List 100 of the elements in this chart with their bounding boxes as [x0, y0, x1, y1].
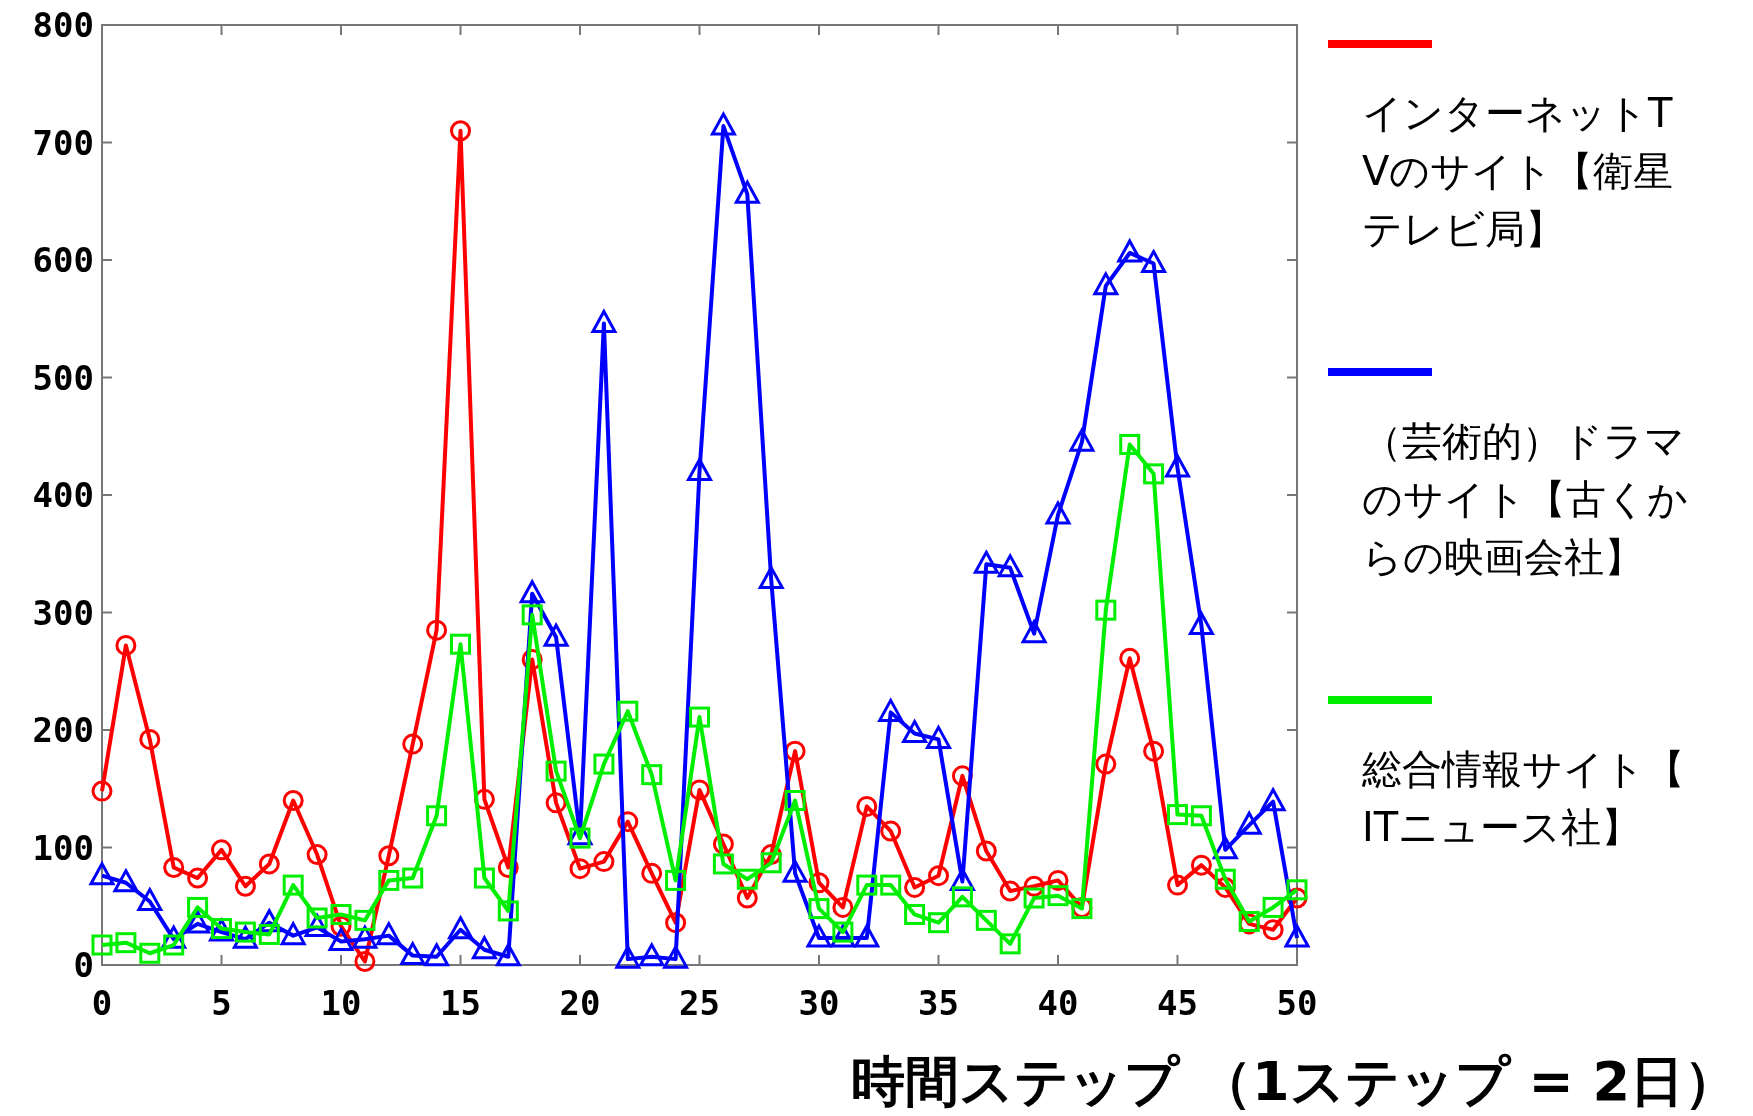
point [591, 309, 617, 333]
point [450, 633, 471, 655]
point [1093, 272, 1119, 296]
point [471, 936, 497, 960]
point [880, 820, 902, 842]
point [975, 909, 997, 931]
point [400, 942, 426, 966]
point [1143, 463, 1165, 485]
point [856, 874, 878, 896]
y-tick-label: 100 [32, 827, 94, 868]
point [1165, 454, 1190, 478]
point [139, 728, 161, 750]
point [902, 720, 928, 744]
point [617, 700, 639, 722]
y-tick-label: 500 [32, 357, 94, 398]
point [545, 792, 567, 814]
point [593, 753, 615, 775]
point [328, 928, 354, 951]
point [999, 933, 1021, 955]
point [402, 733, 424, 755]
x-tick-label: 15 [440, 983, 481, 1023]
point [426, 619, 448, 641]
x-tick-label: 20 [559, 983, 601, 1023]
point [736, 868, 758, 890]
point [543, 623, 569, 647]
point [1214, 868, 1236, 890]
point [521, 604, 543, 626]
point [234, 875, 256, 897]
point [1047, 885, 1069, 907]
point [1236, 811, 1262, 835]
point [928, 912, 949, 934]
point [806, 924, 832, 948]
point [187, 896, 209, 918]
point [473, 867, 495, 889]
point [1286, 879, 1308, 901]
point [1021, 620, 1047, 644]
point [760, 852, 782, 874]
y-tick-label: 400 [32, 475, 94, 515]
legend-label: インターネットTVのサイト【衛星テレビ局】 [1362, 89, 1675, 254]
point [211, 839, 232, 861]
point [280, 922, 306, 946]
y-tick-label: 200 [32, 710, 94, 750]
y-tick-label: 0 [73, 945, 94, 985]
point [951, 886, 973, 908]
point [258, 853, 280, 875]
point [497, 900, 519, 922]
y-tick-label: 800 [32, 5, 94, 45]
point [139, 942, 161, 964]
point [784, 790, 806, 811]
point [545, 760, 567, 782]
point [663, 945, 689, 969]
point [1023, 887, 1045, 909]
y-tick-label: 300 [32, 592, 94, 633]
point [689, 779, 710, 801]
x-axis-title: 時間ステップ （1ステップ = 2日） [851, 1050, 1738, 1113]
y-tick-label: 700 [32, 122, 94, 163]
point [282, 874, 304, 896]
point [424, 943, 450, 967]
point [808, 898, 830, 920]
point [1188, 611, 1214, 635]
point [880, 874, 902, 896]
point [376, 922, 402, 946]
x-tick-label: 35 [918, 983, 959, 1023]
point [1262, 896, 1284, 918]
point [306, 844, 328, 866]
point [354, 950, 376, 972]
point [928, 865, 949, 887]
point [1143, 740, 1165, 762]
point [495, 943, 521, 967]
point [569, 858, 591, 880]
x-tick-label: 5 [211, 983, 232, 1023]
point [1141, 250, 1167, 274]
point [1095, 599, 1117, 621]
y-tick-label: 600 [32, 240, 94, 280]
point [1045, 501, 1071, 525]
point [641, 764, 663, 786]
point [926, 725, 951, 749]
point [997, 554, 1023, 578]
point [115, 932, 137, 954]
point [115, 634, 137, 656]
point [999, 880, 1021, 902]
point [1284, 924, 1310, 948]
x-tick-label: 30 [798, 983, 840, 1023]
point [1167, 874, 1188, 896]
point [1260, 788, 1286, 812]
point [137, 888, 163, 912]
point [1095, 753, 1117, 775]
point [734, 180, 760, 204]
point [973, 550, 999, 574]
x-tick-label: 40 [1037, 983, 1079, 1023]
point [1262, 919, 1284, 941]
point [710, 112, 736, 136]
legend-label: 総合情報サイト【ITニュース社】 [1362, 745, 1686, 852]
point [378, 845, 400, 867]
point [354, 909, 376, 931]
point [426, 805, 448, 827]
point [856, 795, 878, 817]
point [712, 853, 734, 875]
x-tick-label: 25 [679, 983, 720, 1023]
point [91, 934, 113, 956]
